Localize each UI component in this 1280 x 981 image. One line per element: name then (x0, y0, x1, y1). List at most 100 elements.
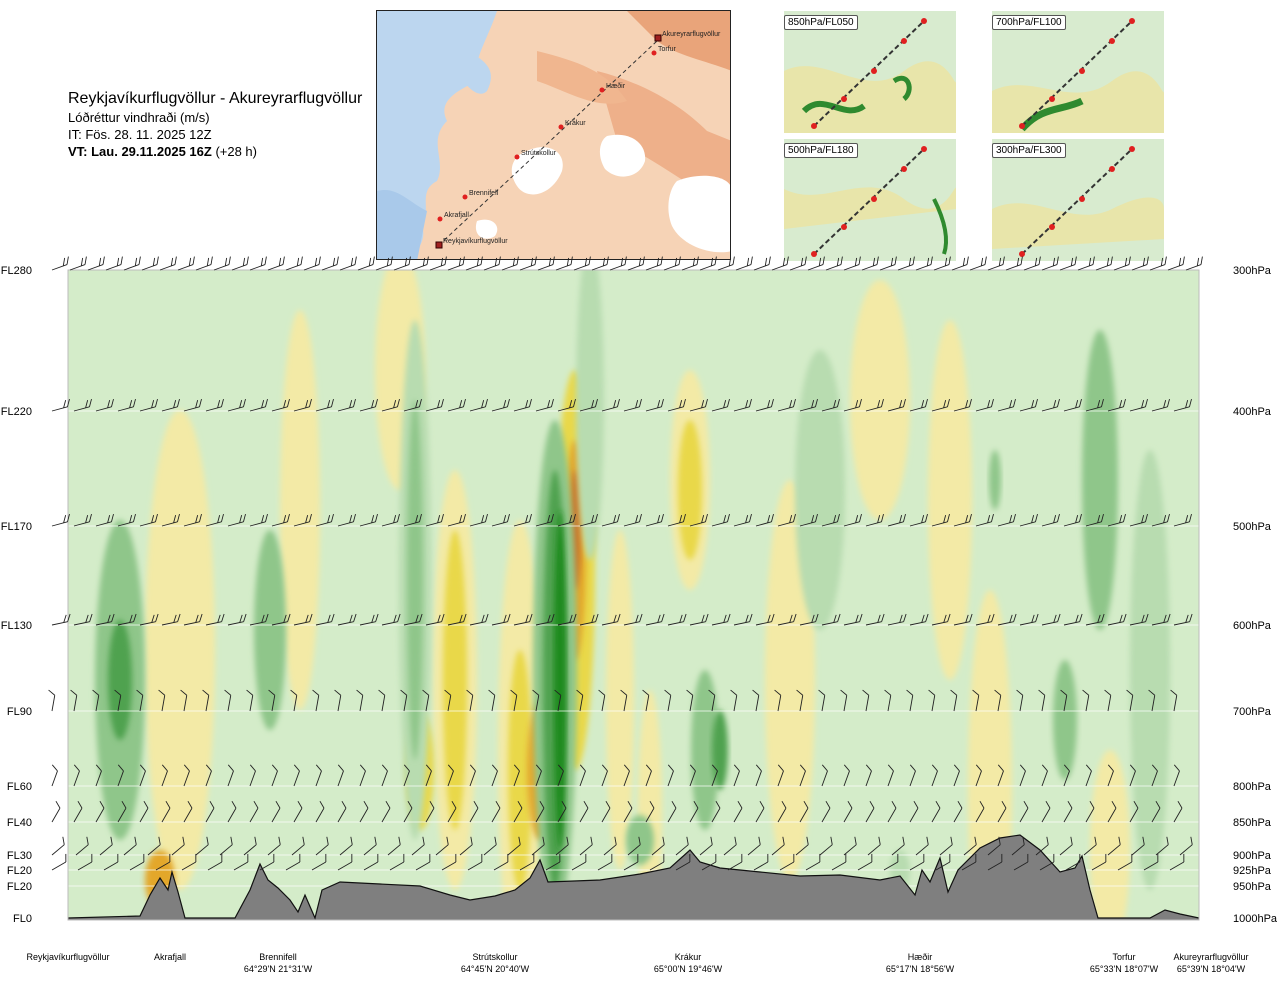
location-name: Brennifell (259, 952, 297, 962)
wind-barb (141, 256, 159, 271)
wind-barb (686, 689, 694, 712)
wind-barb (459, 836, 473, 856)
wind-barb (1085, 613, 1105, 626)
wind-barb (435, 836, 449, 856)
wind-barb (1173, 613, 1193, 626)
wind-barb (557, 513, 576, 527)
wind-barb (796, 689, 804, 712)
wind-barb (689, 764, 696, 787)
wind-barb (753, 853, 769, 871)
wind-barb (337, 764, 344, 787)
wind-barb (623, 613, 643, 626)
wind-barb (843, 256, 861, 271)
wind-barb (579, 764, 586, 787)
wind-barb (554, 689, 562, 712)
wind-barb (857, 853, 873, 871)
wind-barb (535, 764, 542, 787)
wind-barb (227, 513, 246, 527)
wind-barb (1041, 613, 1061, 626)
wind-barb (997, 764, 1004, 787)
map-waypoint-label: Torfur (658, 46, 677, 53)
wind-barb (69, 256, 87, 271)
wind-barb (609, 256, 627, 271)
wind-barb (195, 256, 213, 271)
wind-barb (293, 764, 300, 787)
wind-barb (963, 836, 977, 856)
wind-barb (701, 853, 717, 871)
wind-barb (597, 853, 613, 871)
wind-barb (953, 398, 972, 412)
wind-barb (777, 398, 796, 412)
velocity-band-31 (576, 270, 604, 560)
velocity-band-36 (989, 450, 1001, 510)
wind-barb (249, 513, 268, 527)
wind-barb (415, 853, 431, 871)
wind-barb (891, 836, 905, 856)
wind-barb (733, 613, 753, 626)
route-map-svg: Reykjavíkurflugvöllur Akrafjall Brennifell… (377, 11, 730, 259)
wind-barb (601, 800, 611, 823)
wind-barb (1039, 853, 1055, 871)
map-waypoint-4: Strútskollur (514, 150, 557, 160)
wind-barb (315, 613, 335, 626)
wind-barb (249, 256, 267, 271)
wind-barb (334, 689, 342, 712)
wind-barb (469, 764, 476, 787)
velocity-band-13 (280, 310, 320, 710)
wind-barb (821, 613, 841, 626)
wind-barb (771, 836, 785, 856)
wind-barb (987, 256, 1005, 271)
wind-barb (447, 256, 465, 271)
thumbnail-500[interactable]: 500hPa/FL180 (784, 139, 956, 261)
wind-barb (337, 513, 356, 527)
wind-barb (755, 800, 765, 823)
wind-barb (1129, 613, 1149, 626)
wind-barb (1167, 256, 1185, 271)
wind-barb (557, 613, 577, 626)
wind-barb (1019, 513, 1038, 527)
wind-barb (931, 513, 950, 527)
velocity-band-40 (1130, 450, 1170, 890)
wind-barb (293, 800, 303, 823)
wind-barb (969, 256, 987, 271)
wind-barb (1005, 256, 1023, 271)
wind-barb (1041, 764, 1048, 787)
wind-barb (1104, 689, 1112, 712)
wind-barb (689, 513, 708, 527)
wind-barb (465, 256, 483, 271)
wind-barb (545, 853, 561, 871)
wind-barb (708, 689, 716, 712)
wind-barb (603, 836, 617, 856)
wind-barb (931, 800, 941, 823)
wind-barb (227, 398, 246, 412)
wind-barb (1082, 689, 1090, 712)
thumbnail-300[interactable]: 300hPa/FL300 (992, 139, 1164, 261)
wind-barb (799, 513, 818, 527)
wind-barb (535, 613, 555, 626)
velocity-band-30 (108, 620, 132, 740)
thumbnail-700[interactable]: 700hPa/FL100 (992, 11, 1164, 133)
wind-barb (249, 398, 268, 412)
wind-barb (425, 764, 432, 787)
wind-barb (579, 836, 593, 856)
wind-barb (1063, 613, 1083, 626)
wind-barb (311, 853, 327, 871)
wind-barb (466, 689, 474, 712)
wind-barb (183, 800, 193, 823)
wind-barb (337, 800, 347, 823)
right-axis-label: 925hPa (1233, 865, 1272, 877)
wind-barb (1083, 836, 1097, 856)
wind-barb (205, 613, 225, 626)
wind-barb (730, 689, 738, 712)
thumbnail-850[interactable]: 850hPa/FL050 (784, 11, 956, 133)
wind-barb (557, 764, 564, 787)
wind-barb (51, 256, 69, 271)
wind-barb (315, 800, 325, 823)
wind-barb (1129, 764, 1136, 787)
right-axis-label: 400hPa (1233, 406, 1272, 418)
wind-barb (579, 800, 589, 823)
velocity-band-25 (554, 510, 566, 850)
wind-barb (807, 256, 825, 271)
wind-barb (233, 853, 249, 871)
wind-barb (73, 800, 83, 823)
